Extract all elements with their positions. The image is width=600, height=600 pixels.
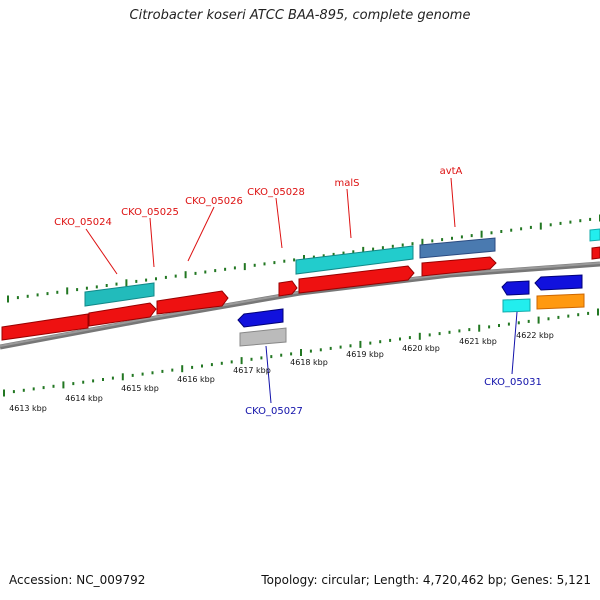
ruler-label: 4616 kbp xyxy=(177,375,215,384)
feature-cyan-1[interactable] xyxy=(84,282,155,307)
feature-cds-2[interactable] xyxy=(88,302,157,327)
feature-cyan-2[interactable] xyxy=(295,245,414,275)
gene-label[interactable]: CKO_05024 xyxy=(54,217,112,228)
feature-rev-lightcyan[interactable] xyxy=(502,298,531,313)
feature-rev-1[interactable] xyxy=(237,308,284,328)
feature-rev-gray[interactable] xyxy=(239,327,287,347)
forward-gene-labels: CKO_05024 CKO_05025 CKO_05026 CKO_05028 … xyxy=(54,166,462,228)
feature-steel[interactable] xyxy=(419,237,496,259)
ruler-label: 4618 kbp xyxy=(290,358,328,367)
upper-tick-row xyxy=(7,214,600,303)
forward-leader-lines xyxy=(85,177,456,275)
reverse-gene-labels: CKO_05027 CKO_05031 xyxy=(245,377,542,417)
feature-rev-3[interactable] xyxy=(534,274,583,291)
map-title: Citrobacter koseri ATCC BAA-895, complet… xyxy=(129,8,471,23)
gene-label[interactable]: CKO_05028 xyxy=(247,187,305,198)
feature-cds-5[interactable] xyxy=(298,265,415,294)
gene-label[interactable]: CKO_05025 xyxy=(121,207,179,218)
ruler-label: 4613 kbp xyxy=(9,404,47,413)
ruler-label: 4614 kbp xyxy=(65,394,103,403)
ruler-labels: 4613 kbp 4614 kbp 4615 kbp 4616 kbp 4617… xyxy=(9,331,554,413)
ruler-label: 4617 kbp xyxy=(233,366,271,375)
feature-edge-cyan[interactable] xyxy=(589,228,600,242)
lower-tick-row xyxy=(3,308,599,397)
gene-label[interactable]: CKO_05027 xyxy=(245,406,303,417)
genome-summary-text: Topology: circular; Length: 4,720,462 bp… xyxy=(261,573,591,587)
reverse-features xyxy=(237,274,585,347)
feature-rev-orange[interactable] xyxy=(536,293,585,310)
accession-text: Accession: NC_009792 xyxy=(9,573,146,587)
ruler-label: 4622 kbp xyxy=(516,331,554,340)
forward-features xyxy=(1,228,600,341)
ruler-label: 4615 kbp xyxy=(121,384,159,393)
feature-cds-7[interactable] xyxy=(591,246,600,260)
ruler-label: 4619 kbp xyxy=(346,350,384,359)
feature-rev-2[interactable] xyxy=(501,280,530,296)
feature-cds-1[interactable] xyxy=(1,313,89,341)
gene-label[interactable]: malS xyxy=(335,178,360,189)
gene-label[interactable]: avtA xyxy=(440,166,463,177)
feature-cds-6[interactable] xyxy=(421,256,497,277)
reverse-leader-lines xyxy=(265,311,518,404)
feature-cds-3[interactable] xyxy=(156,290,229,315)
feature-cds-4[interactable] xyxy=(278,280,298,297)
ruler-label: 4620 kbp xyxy=(402,344,440,353)
gene-label[interactable]: CKO_05031 xyxy=(484,377,542,388)
ruler-label: 4621 kbp xyxy=(459,337,497,346)
gene-label[interactable]: CKO_05026 xyxy=(185,196,243,207)
